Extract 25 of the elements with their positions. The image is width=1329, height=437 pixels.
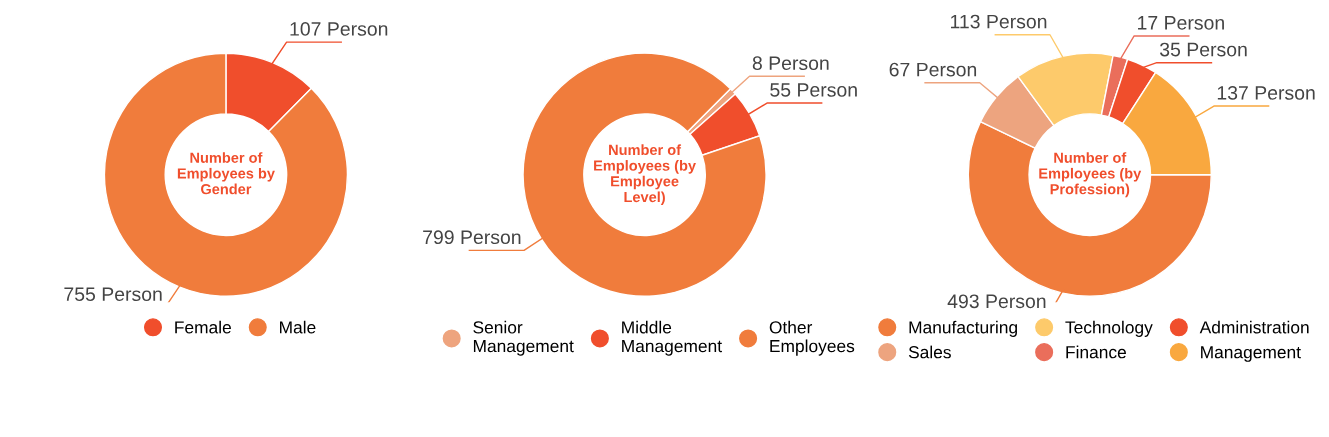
legend-label: Technology (1065, 320, 1153, 337)
text: Number of Employees (by Employee Level) (594, 144, 696, 206)
legend-label: Senior Management (473, 320, 574, 356)
data-label: 107 Person (290, 22, 388, 36)
legend-label: Other Employees (769, 320, 855, 356)
data-label: 55 Person (770, 83, 857, 97)
data-label: 799 Person (423, 230, 521, 245)
legend-label: Finance (1066, 345, 1126, 359)
data-label: 17 Person (1138, 16, 1224, 30)
legend-label: Female (175, 320, 231, 334)
legend-label: Male (280, 320, 316, 334)
data-label: 755 Person (64, 287, 162, 302)
legend-label: Sales (908, 345, 951, 359)
data-label: 67 Person (889, 62, 977, 77)
data-label: 35 Person (1159, 42, 1247, 57)
data-label: 8 Person (752, 56, 829, 71)
legend-label: Management (1201, 346, 1301, 362)
legend-label: Administration (1199, 320, 1309, 334)
data-label: 137 Person (1217, 86, 1315, 100)
legend-label: Manufacturing (909, 320, 1017, 337)
data-label: 493 Person (947, 294, 1046, 309)
text: Number of Employees by Gender (177, 152, 275, 195)
text: Number of Employees (by Profession) (1039, 152, 1142, 198)
data-label: 113 Person (950, 14, 1047, 29)
legend-label: Middle Management (622, 320, 722, 356)
